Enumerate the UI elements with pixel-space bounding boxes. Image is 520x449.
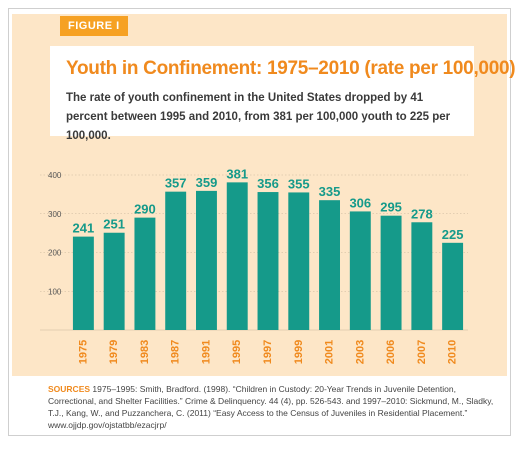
x-tick-label: 1995 (231, 340, 243, 364)
x-tick-label: 1983 (139, 340, 151, 364)
data-label: 381 (226, 166, 248, 181)
data-label: 225 (442, 227, 464, 242)
x-tick-label: 1979 (108, 340, 120, 364)
sources-text: 1975–1995: Smith, Bradford. (1998). “Chi… (48, 384, 494, 430)
bar (134, 217, 156, 330)
bar (411, 222, 433, 330)
data-label: 290 (134, 202, 156, 217)
y-tick-label: 100 (48, 287, 62, 296)
y-tick-label: 200 (48, 249, 62, 258)
bar (226, 182, 248, 330)
x-tick-label: 2006 (385, 340, 397, 364)
bar (349, 211, 371, 330)
data-label: 251 (103, 217, 125, 232)
bar (380, 215, 402, 330)
data-label: 355 (288, 176, 310, 191)
x-tick-label: 1975 (77, 340, 89, 364)
x-tick-label: 2003 (354, 340, 366, 364)
figure-label: FIGURE I (60, 16, 128, 36)
bar (72, 236, 94, 330)
data-label: 359 (196, 175, 218, 190)
bar (103, 232, 125, 330)
header-panel (50, 46, 474, 136)
bar (257, 192, 279, 330)
chart-title: Youth in Confinement: 1975–2010 (rate pe… (66, 58, 516, 79)
data-label: 306 (349, 195, 371, 210)
sources-label: SOURCES (48, 384, 91, 394)
bar (165, 191, 187, 330)
bar (288, 192, 310, 330)
x-tick-label: 2001 (324, 340, 336, 364)
y-tick-label: 400 (48, 171, 62, 180)
bar-chart: 100 200 300 400 241 1975 251 1979 290 1983 357 1987… (40, 166, 468, 364)
bar (442, 242, 464, 330)
data-label: 357 (165, 176, 187, 191)
x-tick-label: 2007 (416, 340, 428, 364)
data-label: 241 (73, 221, 95, 236)
data-label: 356 (257, 176, 279, 191)
chart-subtitle: The rate of youth confinement in the Uni… (66, 92, 451, 142)
x-tick-label: 1991 (200, 340, 212, 364)
x-tick-label: 1999 (293, 340, 305, 364)
y-tick-label: 300 (48, 210, 62, 219)
x-tick-label: 2010 (447, 340, 459, 364)
bar (319, 200, 340, 330)
bar (196, 190, 217, 330)
x-tick-label: 1997 (262, 340, 274, 364)
data-label: 295 (380, 200, 402, 215)
data-label: 335 (319, 184, 341, 199)
x-tick-label: 1987 (170, 340, 182, 364)
sources-note: SOURCES 1975–1995: Smith, Bradford. (199… (48, 383, 498, 431)
data-label: 278 (411, 206, 433, 221)
